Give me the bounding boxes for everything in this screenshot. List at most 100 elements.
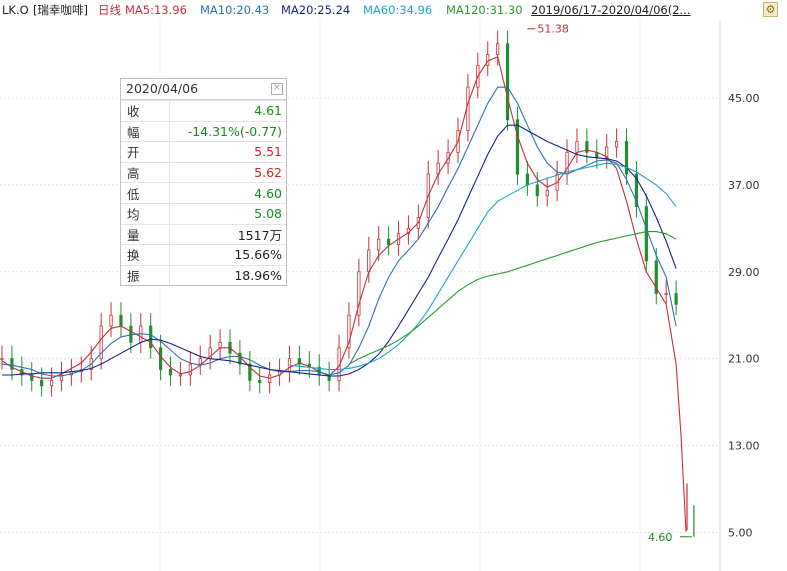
info-date: 2020/04/06 [126,81,199,96]
candle-body [664,293,668,295]
candle-body [624,141,629,175]
candle-body [59,374,64,381]
candle-body [198,358,202,365]
y-tick-label: 45.00 [728,92,760,105]
info-key: 开 [121,141,170,163]
info-key: 量 [121,223,170,245]
ma-line-ma60 [289,162,677,371]
candle-body [258,379,262,383]
ma-line-ma5 [1,56,677,379]
candle-body [496,43,500,55]
high-price-label: 51.38 [537,23,569,36]
info-value: 18.96% [169,264,286,286]
y-tick-label: 37.00 [728,179,760,192]
ma-line-ma10 [1,86,677,377]
candle-body [545,189,549,197]
candle-body [159,347,163,370]
candle-body [30,374,34,381]
info-value: 5.51 [169,141,286,163]
candle-body [119,314,123,327]
candle-body [188,363,192,376]
info-row: 低 4.60 [121,182,286,204]
info-row: 换 15.66% [121,244,286,266]
candle-body [238,352,242,365]
ma120-label: MA120:31.30 [446,3,523,17]
ma-line-ma20 [2,124,677,377]
candle-body [525,173,529,186]
y-axis: 45.00 37.00 29.00 21.00 13.00 5.00 [719,20,760,571]
settings-icon[interactable]: ⚙ [763,2,778,17]
candle-body [535,184,539,197]
info-row: 高 5.62 [121,161,286,183]
candle-body [377,238,381,251]
moving-average-lines [1,56,687,532]
candle-body [149,325,153,349]
candle-body [168,369,173,376]
candle-body [505,43,510,121]
ma-line-ma5-tail [675,364,687,532]
candle-body [585,141,589,153]
info-value: 5.08 [169,202,286,225]
candle-body [466,86,470,132]
info-row: 振 18.96% [121,264,286,286]
info-row: 收 4.61 [121,100,286,122]
candle-body [109,314,113,327]
candle-body [49,379,54,387]
candle-body [40,379,44,387]
info-value: -14.31%(-0.77) [169,120,286,142]
candle-body [654,260,658,294]
chart-annotations: 51.38 4.60 [527,23,692,544]
candle-body [634,173,639,208]
y-tick-label: 21.00 [728,353,760,366]
candle-body [297,358,301,365]
y-tick-label: 5.00 [728,526,753,539]
info-table: 收 4.61 幅 -14.31%(-0.77) 开 5.51 高 5.62 低 4.60 均 5.08… [121,100,286,286]
ma10-label: MA10:20.43 [200,3,270,17]
candle-body [565,151,569,175]
info-value: 4.60 [169,182,286,204]
candle-body [218,341,222,349]
candle-body [10,358,14,370]
candlestick-series [0,30,695,537]
candle-body [486,54,490,66]
y-tick-label: 29.00 [728,266,760,279]
candle-body [178,374,183,377]
info-key: 收 [121,100,170,122]
candle-body [605,146,609,159]
info-row: 幅 -14.31%(-0.77) [121,120,286,142]
info-key: 幅 [121,120,170,142]
candle-body [387,238,391,246]
info-value: 4.61 [169,100,286,122]
chart-header: LK.O [瑞幸咖啡] 日线 MA5:13.96 MA10:20.43 MA20… [0,0,787,20]
y-tick-label: 13.00 [728,440,760,453]
info-row: 量 1517万 [121,223,286,245]
candle-body [357,271,361,316]
kline-chart: 45.00 37.00 29.00 21.00 13.00 5.00 51.38 4.60 [0,20,760,571]
candle-body [248,363,252,381]
info-value: 1517万 [169,223,286,245]
low-price-label: 4.60 [648,531,673,544]
info-value: 15.66% [169,244,286,266]
candle-body [615,141,619,148]
info-key: 换 [121,244,170,266]
candle-body [347,314,351,349]
candle-body [0,358,4,361]
info-panel: 2020/04/06 × 收 4.61 幅 -14.31%(-0.77) 开 5.51 高 5… [120,78,287,287]
info-key: 均 [121,202,170,225]
stock-name-label: [瑞幸咖啡] [33,3,88,17]
candle-body [575,141,579,153]
close-icon[interactable]: × [271,83,283,95]
period-label: 日线 [98,3,121,17]
symbol-label: LK.O [2,3,29,17]
info-value: 5.62 [169,161,286,183]
ma5-label: MA5:13.96 [125,3,187,17]
ma20-label: MA20:25.24 [281,3,351,17]
info-key: 振 [121,264,170,286]
info-row: 均 5.08 [121,202,286,225]
info-key: 低 [121,182,170,204]
info-row: 开 5.51 [121,141,286,163]
ma-line-ma120 [348,231,677,365]
candle-body [674,293,678,305]
date-range-label: 2019/06/17-2020/04/06(2... [531,3,691,17]
candle-body [644,206,648,262]
